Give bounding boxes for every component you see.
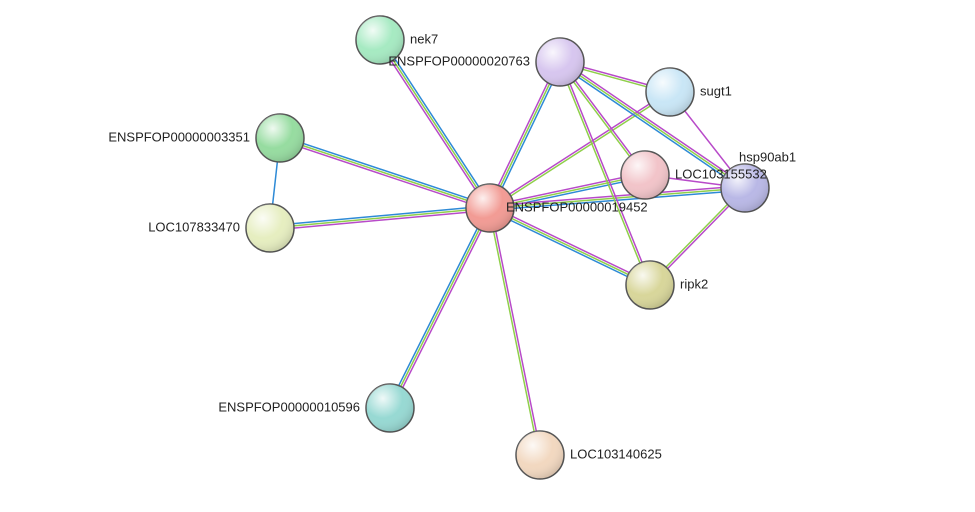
- node-label-loc470: LOC107833470: [148, 219, 240, 234]
- edge-center-ripk2: [490, 208, 650, 285]
- node-label-loc531: LOC103155532: [675, 166, 767, 181]
- edge-center-ripk2: [491, 206, 651, 283]
- node-label-sugt1: sugt1: [700, 83, 732, 98]
- node-label-p20763: ENSPFOP00000020763: [388, 53, 530, 68]
- node-loc531[interactable]: [621, 151, 669, 199]
- edge-center-loc470: [270, 206, 490, 226]
- edge-center-p03351: [280, 138, 490, 208]
- node-label-nek7: nek7: [410, 31, 438, 46]
- node-label-center: ENSPFOP00000019452: [506, 199, 648, 214]
- edge-center-loc625: [489, 208, 539, 455]
- edge-center-loc470: [270, 210, 490, 230]
- node-label-loc625: LOC103140625: [570, 446, 662, 461]
- edge-center-p03351: [279, 140, 489, 210]
- edge-center-p03351: [281, 136, 491, 206]
- network-diagram: ENSPFOP00000019452 nek7 ENSPFOP00000020763…: [0, 0, 975, 512]
- edge-center-p10596: [392, 209, 492, 409]
- node-label-hsp90: hsp90ab1: [739, 149, 796, 164]
- node-label-ripk2: ripk2: [680, 276, 708, 291]
- node-ripk2[interactable]: [626, 261, 674, 309]
- node-loc625[interactable]: [516, 431, 564, 479]
- node-loc470[interactable]: [246, 204, 294, 252]
- node-p20763[interactable]: [536, 38, 584, 86]
- edge-center-p10596: [388, 207, 488, 407]
- edge-center-loc625: [491, 208, 541, 455]
- node-label-p10596: ENSPFOP00000010596: [218, 399, 360, 414]
- node-p03351[interactable]: [256, 114, 304, 162]
- edge-center-p10596: [390, 208, 490, 408]
- node-label-p03351: ENSPFOP00000003351: [108, 129, 250, 144]
- node-sugt1[interactable]: [646, 68, 694, 116]
- edge-center-loc470: [270, 208, 490, 228]
- node-p10596[interactable]: [366, 384, 414, 432]
